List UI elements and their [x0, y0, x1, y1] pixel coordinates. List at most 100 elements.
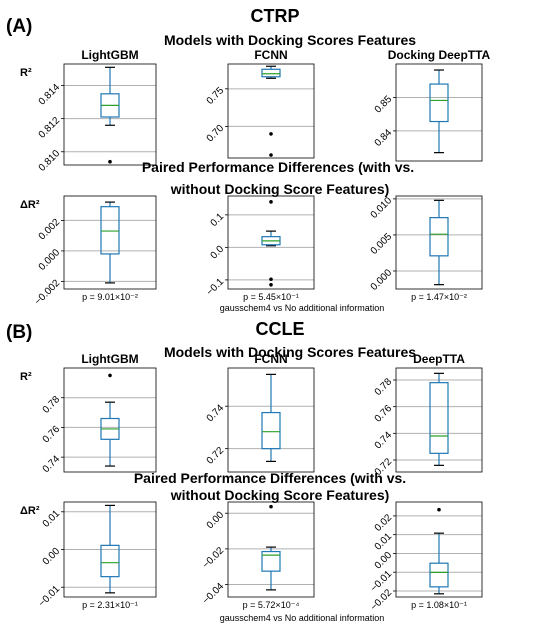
section-a-dataset-title: CTRP — [250, 6, 300, 26]
y-tick-label: 0.000 — [369, 267, 395, 293]
axes-frame — [227, 367, 315, 473]
outlier-point — [269, 200, 273, 204]
axes-frame — [395, 501, 483, 598]
boxplot-panel-4: −0.002 0.000 0.002 ΔR² p = 9.01×10⁻² — [20, 195, 157, 307]
panel-title: Docking DeepTTA — [388, 48, 491, 62]
y-tick-label: 0.812 — [37, 115, 63, 141]
y-axis-label: R² — [20, 371, 32, 383]
iqr-box — [429, 382, 449, 454]
p-value-label: p = 1.08×10⁻¹ — [411, 600, 467, 610]
boxplot-panel-11: −0.04 −0.02 0.00 p = 5.72×10⁻⁴ — [201, 501, 315, 610]
iqr-box — [100, 206, 120, 255]
boxplot-panel-2: 0.70 0.75 FCNN — [205, 48, 315, 159]
p-value-label: p = 1.47×10⁻² — [411, 292, 467, 302]
y-tick-label: 0.810 — [37, 148, 63, 174]
outlier-point — [269, 282, 273, 287]
boxplot-panel-6: 0.000 0.005 0.010 p = 1.47×10⁻² — [369, 195, 483, 302]
p-value-label: p = 2.31×10⁻¹ — [82, 600, 138, 610]
y-tick-label: 0.75 — [205, 85, 227, 107]
axes-frame — [63, 501, 157, 598]
axes-frame — [63, 63, 157, 166]
y-tick-label: 0.72 — [373, 456, 395, 478]
outlier-point — [269, 277, 273, 282]
y-tick-label: 0.74 — [205, 402, 227, 424]
y-tick-label: 0.0 — [209, 244, 227, 262]
y-tick-label: 0.000 — [37, 247, 63, 273]
y-tick-label: 0.78 — [373, 376, 395, 398]
y-tick-label: −0.01 — [37, 583, 63, 609]
p-value-label: p = 5.72×10⁻⁴ — [243, 600, 300, 610]
y-tick-label: 0.85 — [373, 94, 395, 116]
y-tick-label: 0.02 — [373, 512, 395, 534]
section-b-diff-title-line2: without Docking Score Features) — [170, 487, 390, 503]
section-b-label: (B) — [6, 322, 33, 343]
iqr-box — [429, 562, 449, 588]
section-b-models-title: Models with Docking Scores Features — [163, 344, 417, 360]
y-tick-label: 0.74 — [373, 429, 395, 451]
panel-title: FCNN — [254, 48, 287, 62]
y-tick-label: −0.1 — [204, 276, 226, 298]
section-b-comparison-note: gausschem4 vs No additional information — [219, 613, 385, 623]
axes-frame — [63, 367, 157, 473]
y-tick-label: 0.00 — [41, 546, 63, 568]
y-tick-label: −0.01 — [369, 568, 395, 594]
panel-title: FCNN — [254, 352, 287, 366]
axes-frame — [395, 195, 483, 290]
y-tick-label: 0.78 — [41, 394, 63, 416]
section-b-dataset-title: CCLE — [255, 319, 305, 339]
panel-title: LightGBM — [81, 48, 138, 62]
y-tick-label: 0.00 — [373, 550, 395, 572]
y-tick-label: 0.76 — [373, 403, 395, 425]
iqr-box — [100, 544, 120, 578]
section-a-label: (A) — [6, 16, 33, 37]
section-b-diff-title-line1: Paired Performance Differences (with vs. — [133, 470, 407, 486]
y-axis-label: ΔR² — [20, 199, 40, 211]
boxplot-panel-12: −0.02−0.010.000.010.02p = 1.08×10⁻¹ — [369, 501, 483, 613]
y-tick-label: 0.010 — [369, 195, 395, 221]
y-tick-label: 0.002 — [37, 217, 63, 243]
y-tick-label: 0.1 — [209, 211, 227, 229]
y-tick-label: 0.814 — [37, 82, 63, 108]
y-tick-label: 0.01 — [373, 531, 395, 553]
iqr-box — [429, 217, 449, 257]
y-tick-label: 0.74 — [41, 453, 63, 475]
y-tick-label: 0.00 — [205, 509, 227, 531]
outlier-point — [108, 373, 112, 378]
outlier-point — [108, 159, 112, 164]
section-a-models-title: Models with Docking Scores Features — [163, 32, 417, 48]
y-tick-label: 0.005 — [369, 231, 395, 257]
y-tick-label: 0.70 — [205, 123, 227, 145]
section-a-comparison-note: gausschem4 vs No additional information — [219, 303, 385, 313]
y-tick-label: 0.76 — [41, 424, 63, 446]
axes-frame — [395, 63, 483, 162]
axes-frame — [395, 367, 483, 473]
y-tick-label: −0.02 — [201, 545, 227, 571]
y-tick-label: 0.84 — [373, 127, 395, 149]
boxplot-panel-5: −0.1 0.0 0.1 p = 5.45×10⁻¹ — [204, 195, 315, 302]
boxplot-panel-8: 0.72 0.74 FCNN — [205, 352, 315, 473]
outlier-point — [437, 507, 441, 512]
axes-frame — [227, 63, 315, 159]
y-tick-label: 0.01 — [41, 508, 63, 530]
y-axis-label: R² — [20, 67, 32, 79]
y-tick-label: −0.04 — [201, 581, 227, 607]
p-value-label: p = 5.45×10⁻¹ — [243, 292, 299, 302]
boxplot-panel-7: 0.74 0.76 0.78 LightGBM R² — [20, 352, 157, 475]
iqr-box — [261, 550, 281, 572]
panel-title: LightGBM — [81, 352, 138, 366]
outlier-point — [269, 153, 273, 157]
panel-title: DeepTTA — [413, 352, 465, 366]
y-tick-label: 0.72 — [205, 445, 227, 467]
outlier-point — [269, 132, 273, 136]
section-a-diff-title-line1: Paired Performance Differences (with vs. — [141, 159, 415, 175]
iqr-box — [261, 411, 281, 450]
axes-frame — [63, 195, 157, 290]
y-axis-label: ΔR² — [20, 505, 40, 517]
boxplot-panel-1: 0.810 0.812 0.814 LightGBM R² — [20, 48, 157, 174]
axes-frame — [227, 195, 315, 290]
p-value-label: p = 9.01×10⁻² — [82, 292, 138, 302]
iqr-box — [429, 83, 449, 123]
axes-frame — [227, 501, 315, 598]
